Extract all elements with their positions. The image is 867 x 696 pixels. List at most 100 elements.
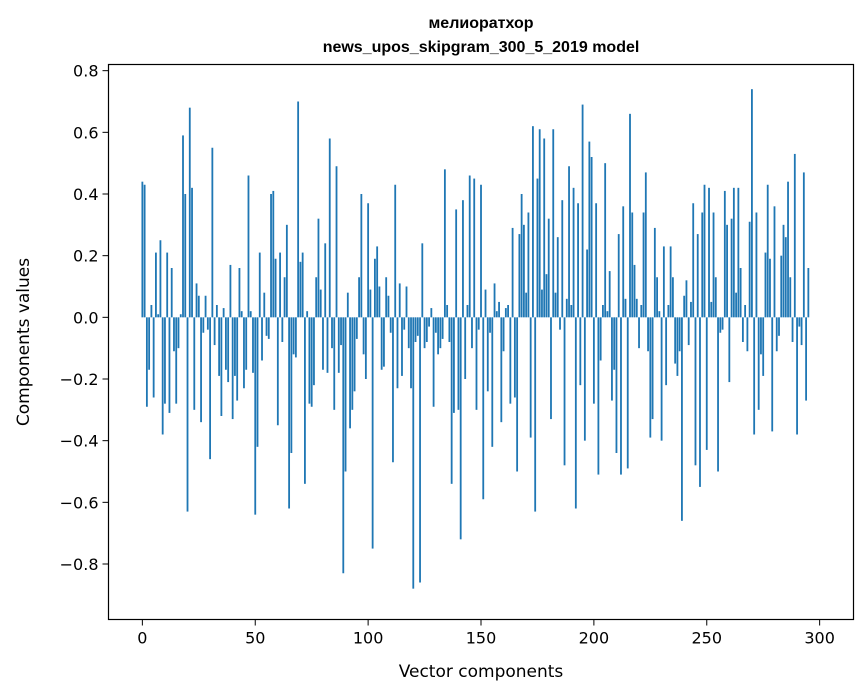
bar-222 xyxy=(642,212,645,318)
chart-title: мелиоратхор xyxy=(428,15,533,32)
bar-204 xyxy=(602,305,604,318)
bar-69 xyxy=(297,101,300,318)
bar-57 xyxy=(270,194,272,318)
bar-119 xyxy=(410,317,412,389)
y-tick-label: 0.4 xyxy=(73,185,98,204)
bar-175 xyxy=(536,178,539,318)
bar-0 xyxy=(141,181,144,318)
bar-177 xyxy=(541,289,543,318)
bar-115 xyxy=(401,317,403,376)
bar-130 xyxy=(434,317,437,333)
bar-87 xyxy=(337,317,340,373)
bar-219 xyxy=(635,298,638,318)
bar-26 xyxy=(200,317,202,423)
bar-194 xyxy=(579,317,582,386)
bar-43 xyxy=(238,268,241,318)
bar-96 xyxy=(358,277,360,318)
bar-93 xyxy=(351,317,354,410)
bar-112 xyxy=(394,184,397,318)
bar-154 xyxy=(489,317,491,333)
bar-16 xyxy=(177,317,180,349)
bar-90 xyxy=(344,317,347,472)
bar-257 xyxy=(721,317,724,330)
bar-99 xyxy=(364,317,367,379)
y-tick-label: −0.2 xyxy=(60,370,99,389)
bar-117 xyxy=(405,286,408,318)
bar-40 xyxy=(231,317,234,420)
bar-36 xyxy=(222,308,225,318)
bar-224 xyxy=(647,317,649,352)
bar-6 xyxy=(155,252,157,318)
bar-287 xyxy=(789,277,792,318)
bar-76 xyxy=(313,317,315,386)
x-tick-label: 50 xyxy=(245,629,265,648)
bar-262 xyxy=(732,187,735,318)
bar-49 xyxy=(252,317,254,373)
bar-86 xyxy=(335,166,338,318)
bar-238 xyxy=(678,317,681,352)
bar-18 xyxy=(182,135,184,318)
bar-63 xyxy=(283,277,286,318)
bar-196 xyxy=(583,317,586,441)
bar-8 xyxy=(159,240,162,318)
bar-210 xyxy=(615,317,618,453)
bar-42 xyxy=(236,317,239,401)
bar-10 xyxy=(164,317,166,404)
x-tick-label: 0 xyxy=(137,629,147,648)
bar-104 xyxy=(376,246,379,318)
bar-209 xyxy=(613,317,616,370)
bar-158 xyxy=(498,301,500,318)
bar-283 xyxy=(780,255,783,318)
bar-173 xyxy=(532,126,534,318)
bar-160 xyxy=(502,317,505,352)
bar-55 xyxy=(265,317,268,336)
bars-group xyxy=(141,89,810,589)
bar-199 xyxy=(590,157,593,318)
bar-237 xyxy=(676,317,679,376)
bar-171 xyxy=(527,212,530,318)
bar-17 xyxy=(179,314,182,318)
bar-28 xyxy=(204,295,207,318)
bar-156 xyxy=(493,283,496,318)
bar-271 xyxy=(753,317,756,435)
bar-103 xyxy=(373,258,376,318)
bar-187 xyxy=(563,317,566,466)
bar-221 xyxy=(640,305,643,318)
bar-97 xyxy=(360,194,363,318)
bar-234 xyxy=(669,246,672,318)
bar-3 xyxy=(148,317,151,370)
bar-230 xyxy=(660,317,663,441)
bar-295 xyxy=(807,268,810,318)
bar-229 xyxy=(658,311,661,318)
bar-207 xyxy=(608,271,611,318)
bar-75 xyxy=(310,317,313,407)
bar-45 xyxy=(243,317,245,389)
bar-131 xyxy=(437,317,440,355)
bar-32 xyxy=(213,317,216,346)
bar-261 xyxy=(730,218,733,318)
bar-276 xyxy=(764,252,767,318)
bar-244 xyxy=(692,203,695,318)
x-tick-label: 200 xyxy=(579,629,610,648)
y-tick-label: 0.2 xyxy=(73,247,98,266)
bar-211 xyxy=(617,234,620,318)
bar-125 xyxy=(423,317,426,349)
y-tick-label: −0.8 xyxy=(60,555,99,574)
bar-68 xyxy=(294,317,297,358)
bar-269 xyxy=(748,221,751,318)
bar-256 xyxy=(719,317,722,333)
bar-107 xyxy=(383,317,385,367)
plot-frame xyxy=(107,63,855,621)
bar-240 xyxy=(683,295,686,318)
bar-100 xyxy=(367,203,370,318)
bar-249 xyxy=(703,184,706,318)
bar-88 xyxy=(340,317,342,346)
bar-24 xyxy=(195,283,198,318)
bar-281 xyxy=(775,317,778,352)
bar-202 xyxy=(597,317,600,475)
bar-83 xyxy=(328,138,331,318)
bar-193 xyxy=(577,203,579,318)
bar-121 xyxy=(414,317,417,342)
bar-236 xyxy=(674,317,677,364)
bar-139 xyxy=(455,209,458,318)
